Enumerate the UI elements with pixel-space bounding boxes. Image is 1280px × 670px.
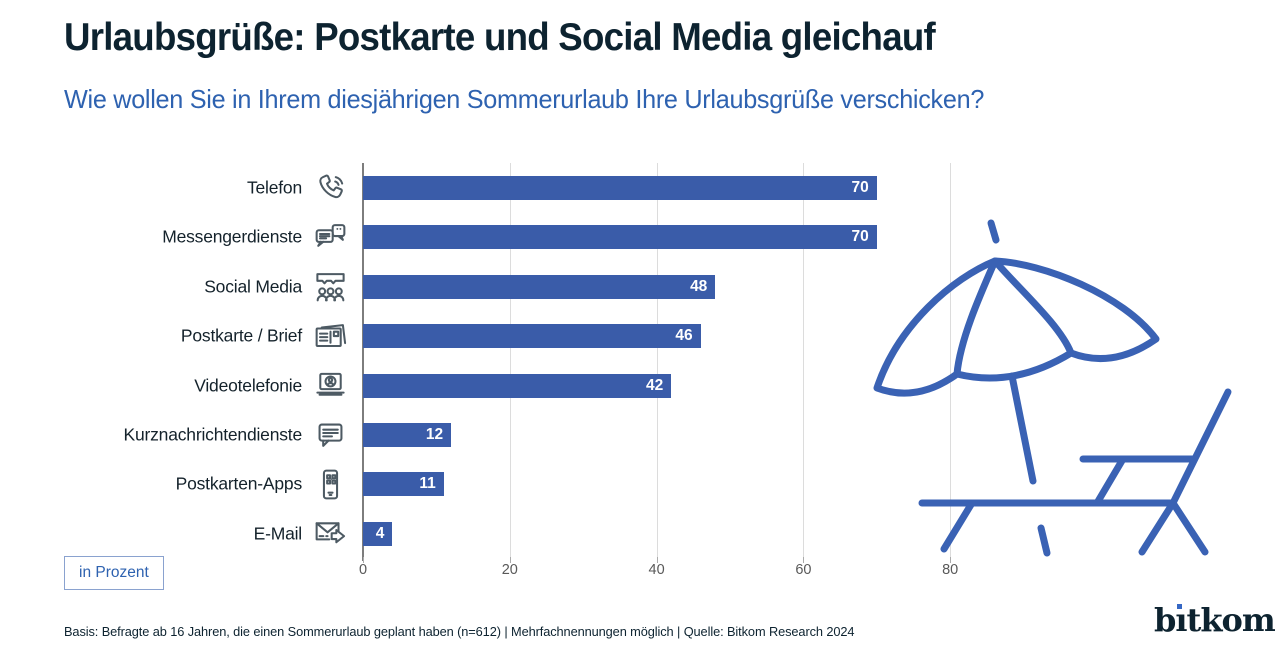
bar-value: 70 xyxy=(851,228,869,246)
bar-value: 48 xyxy=(690,277,708,295)
lounger-backrest xyxy=(1169,388,1232,507)
row-icon xyxy=(306,265,354,309)
lounger-rear-leg-right xyxy=(1169,499,1209,556)
bar: 70 xyxy=(363,225,877,250)
row-label: Postkarten-Apps xyxy=(175,473,303,494)
lounger-armrest-support xyxy=(1093,455,1127,507)
umbrella-rib-right xyxy=(991,257,1075,357)
category-icon xyxy=(313,269,348,304)
row-label: Postkarte / Brief xyxy=(180,325,302,346)
y-axis-line xyxy=(362,163,364,561)
umbrella-pole-mid xyxy=(1008,372,1037,485)
bar-value: 12 xyxy=(425,426,444,443)
category-icon xyxy=(313,319,348,354)
bar: 11 xyxy=(363,472,444,497)
bitkom-logo: bıtkom xyxy=(1154,601,1276,639)
row-icon xyxy=(306,512,354,556)
lounger-rear-leg-left xyxy=(1138,499,1177,556)
page-title: Urlaubsgrüße: Postkarte und Social Media… xyxy=(64,16,936,59)
source-footnote: Basis: Befragte ab 16 Jahren, die einen … xyxy=(64,624,855,639)
axis-tick-label: 60 xyxy=(795,562,812,578)
chart-row: Postkarten-Apps 11 xyxy=(0,459,1280,509)
logo-part-b: b xyxy=(1154,601,1176,639)
umbrella-pole-low xyxy=(1037,524,1051,557)
category-icon xyxy=(313,516,348,551)
row-icon xyxy=(306,462,354,506)
row-label: Kurznachrichtendienste xyxy=(123,424,303,445)
axis-tick xyxy=(363,557,364,563)
category-icon xyxy=(313,467,348,502)
chart-row: Postkarte / Brief 46 xyxy=(0,311,1280,361)
bar: 12 xyxy=(363,423,452,447)
row-icon xyxy=(306,166,354,210)
lounger-left-leg xyxy=(940,499,976,553)
logo-part-rest: tkom xyxy=(1186,601,1276,639)
category-icon xyxy=(313,220,348,255)
chart-grid: 0 20 40 60 80 xyxy=(359,163,1083,578)
page-subtitle: Wie wollen Sie in Ihrem diesjährigen Som… xyxy=(64,84,985,114)
axis-tick xyxy=(656,557,658,563)
chart-row: Kurznachrichtendienste 12 xyxy=(0,410,1280,460)
row-icon xyxy=(306,215,354,259)
row-label: Social Media xyxy=(204,276,302,297)
bar-value: 4 xyxy=(375,524,385,542)
axis-tick-label: 0 xyxy=(358,562,368,578)
row-label: Videotelefonie xyxy=(194,375,302,396)
row-label: E-Mail xyxy=(253,523,303,544)
gridline xyxy=(803,163,805,557)
chart-row: Messengerdienste 70 xyxy=(0,212,1280,262)
axis-tick xyxy=(509,557,511,563)
umbrella-top-stub xyxy=(987,219,1000,244)
beach-illustration xyxy=(873,219,1232,557)
axis-tick-label: 40 xyxy=(648,562,665,578)
chart-row: Social Media 48 xyxy=(0,262,1280,312)
gridline xyxy=(509,163,511,557)
bar-value: 11 xyxy=(419,475,436,493)
row-icon xyxy=(306,314,354,358)
row-icon xyxy=(306,364,354,408)
bar: 48 xyxy=(363,274,716,299)
axis-tick xyxy=(803,557,805,563)
bar-value: 70 xyxy=(851,179,869,196)
unit-label-box: in Prozent xyxy=(64,556,164,590)
row-label: Messengerdienste xyxy=(162,226,302,247)
logo-part-i: ı xyxy=(1175,601,1187,639)
bar-value: 42 xyxy=(646,376,664,394)
chart-row: Telefon 70 xyxy=(0,163,1280,213)
gridline xyxy=(950,163,952,557)
category-icon xyxy=(313,368,348,403)
bar-value: 46 xyxy=(675,327,693,345)
bar: 4 xyxy=(363,521,393,546)
row-icon xyxy=(306,413,354,457)
row-label: Telefon xyxy=(246,177,302,198)
axis-tick xyxy=(950,557,952,563)
bar-rows: Telefon 70 Messengerdienste 70 Social Me… xyxy=(0,163,1280,559)
axis-tick-label: 80 xyxy=(942,562,959,578)
bar: 42 xyxy=(363,373,672,398)
chart-row: E-Mail 4 xyxy=(0,509,1280,559)
bar: 70 xyxy=(363,176,877,200)
bar: 46 xyxy=(363,324,701,349)
category-icon xyxy=(313,171,348,206)
category-icon xyxy=(313,418,348,453)
gridline xyxy=(656,163,658,557)
axis-tick-label: 20 xyxy=(501,562,518,578)
chart-row: Videotelefonie 42 xyxy=(0,361,1280,411)
umbrella-rib-left xyxy=(953,257,999,378)
